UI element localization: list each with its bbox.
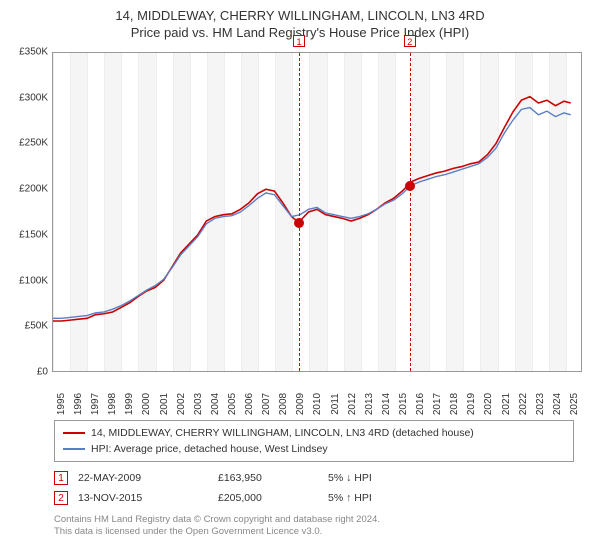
sale-date: 13-NOV-2015 xyxy=(78,492,208,504)
chart-svg xyxy=(53,53,581,371)
legend: 14, MIDDLEWAY, CHERRY WILLINGHAM, LINCOL… xyxy=(54,420,574,462)
sale-delta: 5% ↓ HPI xyxy=(328,472,428,484)
legend-swatch xyxy=(63,432,85,434)
x-tick-label: 2011 xyxy=(330,393,341,415)
sales-table: 1 22-MAY-2009 £163,950 5% ↓ HPI 2 13-NOV-2015… xyxy=(54,468,574,508)
sale-marker-index: 2 xyxy=(404,35,416,47)
y-tick-label: £150K xyxy=(8,229,48,240)
x-tick-label: 2010 xyxy=(312,393,323,415)
sale-price: £163,950 xyxy=(218,472,318,484)
sale-index-box: 1 xyxy=(54,471,68,485)
x-tick-label: 2013 xyxy=(364,393,375,415)
x-tick-label: 2004 xyxy=(210,393,221,415)
sale-index-box: 2 xyxy=(54,491,68,505)
legend-label: 14, MIDDLEWAY, CHERRY WILLINGHAM, LINCOL… xyxy=(91,427,474,439)
sale-marker-line xyxy=(299,53,300,371)
x-tick-label: 2014 xyxy=(381,393,392,415)
y-tick-label: £50K xyxy=(8,321,48,332)
y-tick-label: £0 xyxy=(8,367,48,378)
y-tick-label: £200K xyxy=(8,184,48,195)
title-address: 14, MIDDLEWAY, CHERRY WILLINGHAM, LINCOL… xyxy=(10,8,590,23)
x-tick-label: 2015 xyxy=(398,393,409,415)
sale-marker-index: 1 xyxy=(293,35,305,47)
x-tick-label: 2007 xyxy=(261,393,272,415)
x-tick-label: 2006 xyxy=(244,393,255,415)
x-tick-label: 2021 xyxy=(501,393,512,415)
footer-line2: This data is licensed under the Open Gov… xyxy=(54,526,586,538)
x-tick-label: 1997 xyxy=(90,393,101,415)
x-tick-label: 2023 xyxy=(535,393,546,415)
series-hpi xyxy=(53,108,571,319)
sale-row: 1 22-MAY-2009 £163,950 5% ↓ HPI xyxy=(54,468,574,488)
legend-swatch xyxy=(63,448,85,450)
x-tick-label: 2012 xyxy=(347,393,358,415)
x-tick-label: 2016 xyxy=(415,393,426,415)
x-tick-label: 1998 xyxy=(107,393,118,415)
y-tick-label: £300K xyxy=(8,92,48,103)
sale-marker-dot xyxy=(405,181,415,191)
x-tick-label: 2019 xyxy=(466,393,477,415)
x-tick-label: 1995 xyxy=(56,393,67,415)
plot-region: 12 xyxy=(52,52,582,372)
x-tick-label: 2002 xyxy=(176,393,187,415)
chart-container: 14, MIDDLEWAY, CHERRY WILLINGHAM, LINCOL… xyxy=(0,0,600,543)
x-tick-label: 2025 xyxy=(569,393,580,415)
sale-delta: 5% ↑ HPI xyxy=(328,492,428,504)
x-tick-label: 2009 xyxy=(295,393,306,415)
x-tick-label: 2024 xyxy=(552,393,563,415)
legend-row: 14, MIDDLEWAY, CHERRY WILLINGHAM, LINCOL… xyxy=(63,425,565,441)
legend-label: HPI: Average price, detached house, West… xyxy=(91,443,328,455)
x-tick-label: 1999 xyxy=(124,393,135,415)
x-tick-label: 2018 xyxy=(449,393,460,415)
y-tick-label: £100K xyxy=(8,275,48,286)
x-tick-label: 2003 xyxy=(193,393,204,415)
sale-marker-line xyxy=(410,53,411,371)
sale-marker-dot xyxy=(294,218,304,228)
x-tick-label: 2020 xyxy=(483,393,494,415)
x-tick-label: 2022 xyxy=(518,393,529,415)
footer: Contains HM Land Registry data © Crown c… xyxy=(54,514,586,539)
chart-area: 12 1995 1996 1997 1998 1999 2000 2001 2002 2003 2… xyxy=(10,46,590,416)
sale-row: 2 13-NOV-2015 £205,000 5% ↑ HPI xyxy=(54,488,574,508)
y-tick-label: £250K xyxy=(8,138,48,149)
x-tick-label: 1996 xyxy=(73,393,84,415)
sale-date: 22-MAY-2009 xyxy=(78,472,208,484)
sale-price: £205,000 xyxy=(218,492,318,504)
x-tick-label: 2017 xyxy=(432,393,443,415)
x-tick-label: 2008 xyxy=(278,393,289,415)
footer-line1: Contains HM Land Registry data © Crown c… xyxy=(54,514,586,526)
x-tick-label: 2001 xyxy=(159,393,170,415)
legend-row: HPI: Average price, detached house, West… xyxy=(63,441,565,457)
y-tick-label: £350K xyxy=(8,47,48,58)
x-tick-label: 2000 xyxy=(141,393,152,415)
x-tick-label: 2005 xyxy=(227,393,238,415)
